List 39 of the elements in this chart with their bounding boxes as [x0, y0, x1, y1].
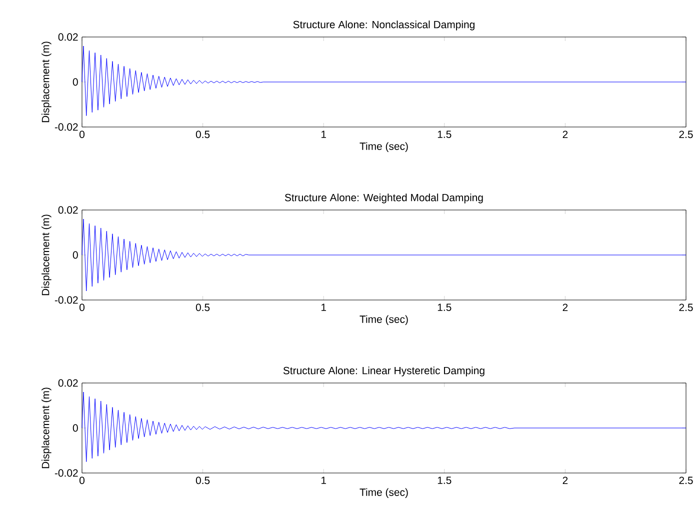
line-series [82, 392, 686, 462]
x-tick-label: 0.5 [196, 130, 210, 138]
x-tick-label: 0.5 [196, 476, 210, 484]
y-axis-title: Displacement (m) [42, 214, 52, 296]
x-tick-label: 2 [562, 130, 568, 138]
chart-title: Structure Alone: Weighted Modal Damping [284, 194, 483, 204]
x-tick-label: 2.5 [679, 476, 693, 484]
y-tick-label: 0 [72, 251, 78, 259]
line-series [82, 46, 686, 116]
x-axis-title: Time (sec) [360, 488, 408, 498]
x-tick-label: 2.5 [679, 130, 693, 138]
y-tick-label: 0.02 [58, 206, 78, 214]
y-tick-label: -0.02 [54, 123, 78, 131]
y-axis-title: Displacement (m) [42, 388, 52, 468]
line-series [82, 218, 686, 292]
x-tick-label: 1 [321, 304, 326, 311]
x-tick-label: 1 [321, 130, 326, 138]
x-tick-label: 0.5 [196, 304, 210, 312]
x-tick-label: 1 [321, 476, 326, 484]
chart-title: Structure Alone: Linear Hysteretic Damping [283, 366, 484, 376]
y-tick-label: 0 [72, 424, 78, 432]
x-tick-label: 0 [80, 476, 84, 484]
y-tick-label: 0 [72, 78, 78, 86]
x-axis-title: Time (sec) [360, 142, 408, 152]
x-tick-label: 1.5 [438, 130, 452, 138]
x-tick-label: 1.5 [438, 304, 452, 311]
y-tick-label: -0.02 [54, 469, 78, 477]
y-tick-label: -0.02 [54, 296, 78, 304]
x-axis-title: Time (sec) [360, 315, 408, 326]
x-tick-label: 0 [80, 130, 84, 138]
x-tick-label: 1.5 [438, 476, 452, 484]
x-tick-label: 0 [80, 304, 84, 312]
y-tick-label: 0.02 [58, 33, 78, 41]
x-tick-label: 2.5 [679, 304, 693, 312]
x-tick-label: 2 [562, 476, 568, 484]
y-tick-label: 0.02 [58, 379, 78, 387]
chart-title: Structure Alone: Nonclassical Damping [293, 20, 474, 30]
y-axis-title: Displacement (m) [42, 42, 52, 122]
x-tick-label: 2 [562, 304, 568, 311]
